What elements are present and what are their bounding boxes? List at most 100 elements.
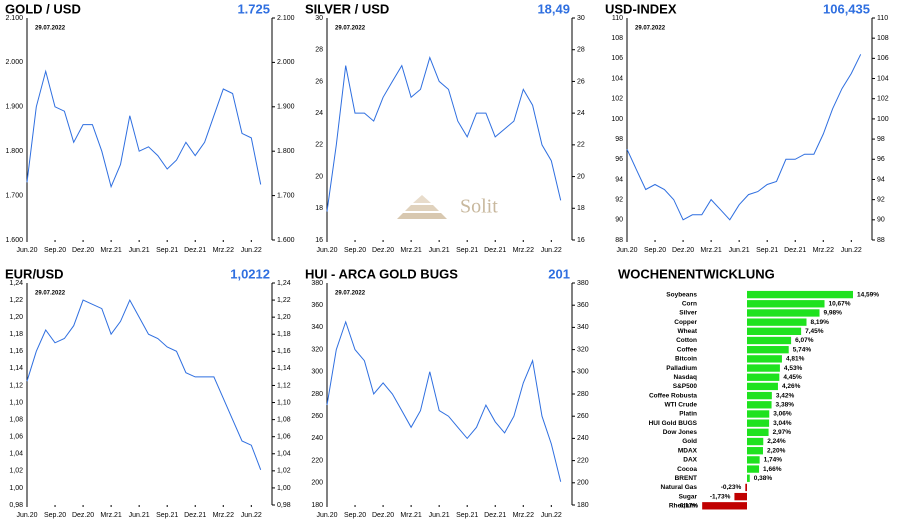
current-value: 18,49 — [537, 1, 570, 16]
y2-tick-label: 1,14 — [277, 365, 291, 372]
value-label: 2,24% — [767, 438, 786, 445]
chart-title: HUI - ARCA GOLD BUGS — [305, 266, 458, 281]
y2-tick-label: 110 — [877, 15, 888, 22]
bar — [747, 290, 853, 299]
y-tick-label: 18 — [315, 205, 323, 212]
y-tick-label: 1.900 — [5, 104, 23, 111]
bar — [747, 346, 789, 354]
bar — [747, 437, 764, 446]
bar-label: DAX — [683, 457, 697, 464]
y2-tick-label: 16 — [577, 237, 585, 244]
value-label: -1,73% — [710, 493, 731, 500]
y2-tick-label: 0,98 — [277, 502, 291, 509]
x-tick-label: Dez.21 — [484, 247, 506, 254]
y2-tick-label: 2.100 — [277, 15, 295, 22]
y-tick-label: 90 — [615, 217, 623, 224]
y-tick-label: 100 — [611, 116, 623, 123]
bar — [747, 336, 792, 345]
y-tick-label: 28 — [315, 47, 323, 54]
value-label: 14,59% — [857, 291, 879, 298]
y-tick-label: 2.100 — [5, 15, 23, 22]
chart-title: GOLD / USD — [5, 1, 81, 16]
y2-tick-label: 1.800 — [277, 148, 295, 155]
logo — [397, 195, 447, 219]
y-tick-label: 200 — [311, 480, 323, 487]
x-tick-label: Dez.20 — [372, 512, 394, 519]
bar — [747, 401, 772, 409]
y-tick-label: 1,24 — [9, 280, 23, 287]
y2-tick-label: 1,06 — [277, 434, 291, 441]
y2-tick-label: 90 — [877, 217, 885, 224]
value-label: 9,98% — [824, 310, 843, 317]
y2-tick-label: 1.700 — [277, 192, 295, 199]
y2-tick-label: 340 — [577, 324, 589, 331]
y2-tick-label: 88 — [877, 237, 885, 244]
x-tick-label: Mrz.21 — [700, 247, 722, 254]
y2-tick-label: 220 — [577, 457, 589, 464]
y2-tick-label: 94 — [877, 176, 885, 183]
watermark: Solit — [460, 196, 498, 218]
x-tick-label: Jun.22 — [541, 512, 562, 519]
y2-tick-label: 96 — [877, 156, 885, 163]
bar — [747, 428, 769, 437]
y-tick-label: 1,00 — [9, 485, 23, 492]
y-tick-label: 24 — [315, 110, 323, 117]
value-label: 4,81% — [786, 356, 805, 363]
y-tick-label: 1,06 — [9, 434, 23, 441]
value-label: 3,06% — [773, 411, 792, 418]
date-label: 29.07.2022 — [635, 26, 666, 32]
y-tick-label: 180 — [311, 502, 323, 509]
y2-tick-label: 1,20 — [277, 314, 291, 321]
x-tick-label: Mrz.21 — [100, 512, 122, 519]
y-tick-label: 1,12 — [9, 382, 23, 389]
value-label: 1,66% — [763, 466, 782, 473]
y2-tick-label: 1.900 — [277, 104, 295, 111]
bar-label: Sugar — [679, 493, 698, 500]
bar-label: Corn — [682, 300, 697, 307]
y2-tick-label: 104 — [877, 75, 889, 82]
bar-label: Silver — [679, 310, 697, 317]
y-tick-label: 260 — [311, 413, 323, 420]
y-tick-label: 22 — [315, 142, 323, 149]
x-tick-label: Dez.21 — [184, 512, 206, 519]
value-label: 8,19% — [811, 319, 830, 326]
y-tick-label: 280 — [311, 391, 323, 398]
x-tick-label: Sep.20 — [344, 247, 366, 254]
x-tick-label: Jun.20 — [316, 247, 337, 254]
y2-tick-label: 1,10 — [277, 399, 291, 406]
y-tick-label: 240 — [311, 435, 323, 442]
bar — [747, 318, 807, 326]
y2-tick-label: 1,00 — [277, 485, 291, 492]
x-tick-label: Dez.20 — [672, 247, 694, 254]
y-tick-label: 1,14 — [9, 365, 23, 372]
y-tick-label: 340 — [311, 324, 323, 331]
y2-tick-label: 1.600 — [277, 237, 295, 244]
x-tick-label: Jun.21 — [429, 247, 450, 254]
value-label: 7,45% — [805, 328, 824, 335]
y-tick-label: 1.600 — [5, 237, 23, 244]
y2-tick-label: 380 — [577, 280, 589, 287]
bar-label: MDAX — [678, 447, 698, 454]
x-tick-label: Sep.21 — [456, 512, 478, 519]
y-tick-label: 1,02 — [9, 468, 23, 475]
value-label: 1,74% — [764, 457, 783, 464]
x-tick-label: Mrz.22 — [213, 247, 235, 254]
y2-tick-label: 1,24 — [277, 280, 291, 287]
value-label: 0,38% — [754, 475, 773, 482]
bar-label: Coffee — [677, 346, 698, 353]
bar — [747, 447, 763, 455]
bar-label: Bitcoin — [675, 356, 697, 363]
price-line — [326, 320, 562, 482]
y-tick-label: 16 — [315, 237, 323, 244]
date-label: 29.07.2022 — [35, 26, 66, 32]
value-label: 3,42% — [776, 392, 795, 399]
y2-tick-label: 30 — [577, 15, 585, 22]
x-tick-label: Dez.20 — [72, 247, 94, 254]
y-tick-label: 320 — [311, 346, 323, 353]
y-tick-label: 92 — [615, 196, 623, 203]
current-value: 1.725 — [237, 1, 270, 16]
y-tick-label: 2.000 — [5, 59, 23, 66]
x-tick-label: Jun.21 — [429, 512, 450, 519]
y2-tick-label: 1,18 — [277, 331, 291, 338]
